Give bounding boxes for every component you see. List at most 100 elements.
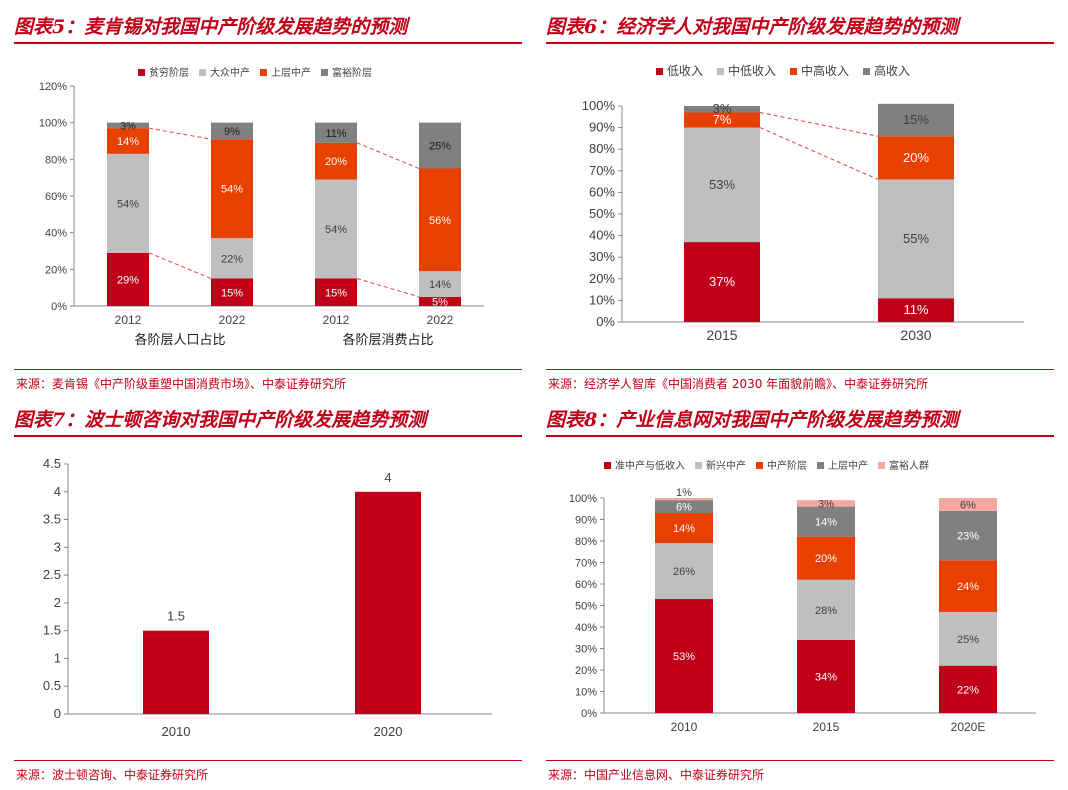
y-tick-label: 50% (575, 601, 597, 613)
data-label: 3% (818, 498, 834, 510)
bar-segment (878, 298, 954, 322)
bar-segment (655, 543, 713, 600)
chart-panel-6: 图表6：经济学人对我国中产阶级发展趋势的预测 0% 10% 20% 30% 40% 50%… (546, 12, 1054, 397)
legend-swatch (260, 69, 267, 76)
y-tick-label: 3 (54, 539, 61, 554)
data-label: 55% (903, 231, 929, 246)
bar-segment (684, 112, 760, 128)
source-rule (14, 369, 522, 370)
legend-swatch (656, 68, 663, 75)
legend-label: 高收入 (874, 63, 910, 78)
data-label: 54% (117, 198, 139, 210)
panel-title: 图表6：经济学人对我国中产阶级发展趋势的预测 (546, 16, 959, 38)
data-label: 3% (120, 120, 136, 132)
y-tick-label: 30% (575, 644, 597, 656)
y-tick-label: 80% (589, 141, 615, 156)
y-tick-label: 70% (589, 163, 615, 178)
bar-segment (419, 296, 461, 306)
data-label: 14% (429, 279, 451, 291)
bar-segment (419, 122, 461, 169)
title-rule (14, 435, 522, 437)
y-tick-label: 1 (54, 650, 61, 665)
x-tick-label: 2010 (162, 724, 191, 739)
data-label: 25% (429, 141, 451, 153)
chart-panel-5: 图表5：麦肯锡对我国中产阶级发展趋势的预测 0% 20% 40% 60% 80% 100%… (14, 12, 522, 397)
x-tick-label: 2015 (813, 720, 840, 734)
data-label: 14% (815, 517, 837, 529)
data-label: 20% (325, 156, 347, 168)
y-tick-label: 20% (589, 271, 615, 286)
bar (143, 630, 209, 714)
bar-segment (107, 252, 149, 306)
data-label: 6% (960, 499, 976, 511)
data-label: 9% (224, 126, 240, 138)
y-tick-label: 4 (54, 484, 61, 499)
bar-segment (211, 278, 253, 306)
legend-label: 新兴中产 (706, 459, 746, 472)
bar-segment (684, 242, 760, 322)
bar-segment (419, 271, 461, 297)
source-note: 来源：波士顿咨询、中泰证券研究所 (16, 768, 209, 782)
bar-segment (655, 500, 713, 514)
trend-line (148, 252, 212, 279)
data-label: 15% (221, 287, 243, 299)
y-tick-label: 100% (582, 98, 616, 113)
trend-line (356, 278, 420, 298)
legend-label: 上层中产 (828, 459, 868, 472)
bar-segment (211, 122, 253, 140)
bar-segment (107, 128, 149, 154)
x-tick-label: 2015 (706, 327, 737, 343)
trend-line (759, 111, 879, 137)
title-rule (546, 435, 1054, 437)
source-rule (546, 369, 1054, 370)
y-tick-label: 4.5 (43, 456, 61, 471)
y-tick-label: 80% (45, 154, 67, 166)
bar-segment (797, 579, 855, 640)
legend-label: 富裕阶层 (332, 66, 372, 79)
y-tick-label: 60% (589, 184, 615, 199)
y-tick-label: 10% (575, 687, 597, 699)
y-tick-label: 2.5 (43, 567, 61, 582)
legend-swatch (878, 462, 885, 469)
y-tick-label: 0.5 (43, 678, 61, 693)
y-tick-label: 0% (596, 314, 615, 329)
bar-segment (107, 122, 149, 129)
legend-swatch (717, 68, 724, 75)
legend-label: 中低收入 (728, 63, 776, 78)
y-tick-label: 40% (575, 622, 597, 634)
data-label: 28% (815, 605, 837, 617)
x-tick-label: 2010 (671, 720, 698, 734)
legend-swatch (817, 462, 824, 469)
data-label: 29% (117, 274, 139, 286)
legend-label: 低收入 (667, 64, 703, 78)
y-tick-label: 40% (45, 228, 67, 240)
data-label: 53% (709, 177, 735, 192)
data-label: 7% (713, 112, 732, 127)
panel-title: 图表5：麦肯锡对我国中产阶级发展趋势的预测 (14, 16, 408, 38)
source-rule (14, 760, 522, 761)
panel-title: 图表8：产业信息网对我国中产阶级发展趋势预测 (546, 409, 959, 431)
chart-panel-7: 图表7：波士顿咨询对我国中产阶级发展趋势预测 0 0.5 1 1.5 2 2.5 3 3.5 4… (14, 405, 522, 787)
data-label: 25% (957, 634, 979, 646)
panel-title: 图表7：波士顿咨询对我国中产阶级发展趋势预测 (14, 409, 427, 431)
stacked-bar-chart: 0% 10% 20% 30% 40% 50% 60% 70% 80% 90% 100% 低收入 中低收入… (582, 63, 1024, 343)
data-label: 3% (713, 101, 732, 116)
bar-segment (211, 139, 253, 239)
bar-segment (939, 665, 997, 713)
data-label: 1% (676, 487, 692, 499)
data-label: 15% (325, 287, 347, 299)
y-tick-label: 1.5 (43, 623, 61, 638)
title-rule (14, 42, 522, 44)
bar-segment (315, 142, 357, 180)
bar-segment (797, 536, 855, 580)
data-label: 14% (117, 136, 139, 148)
data-label: 14% (673, 523, 695, 535)
data-label: 54% (221, 184, 243, 196)
legend-label: 准中产与低收入 (615, 459, 685, 472)
data-label: 34% (815, 671, 837, 683)
data-label: 5% (432, 296, 448, 308)
trend-line (148, 127, 212, 140)
bar-segment (315, 179, 357, 279)
data-label: 53% (673, 651, 695, 663)
bar-segment (939, 611, 997, 666)
